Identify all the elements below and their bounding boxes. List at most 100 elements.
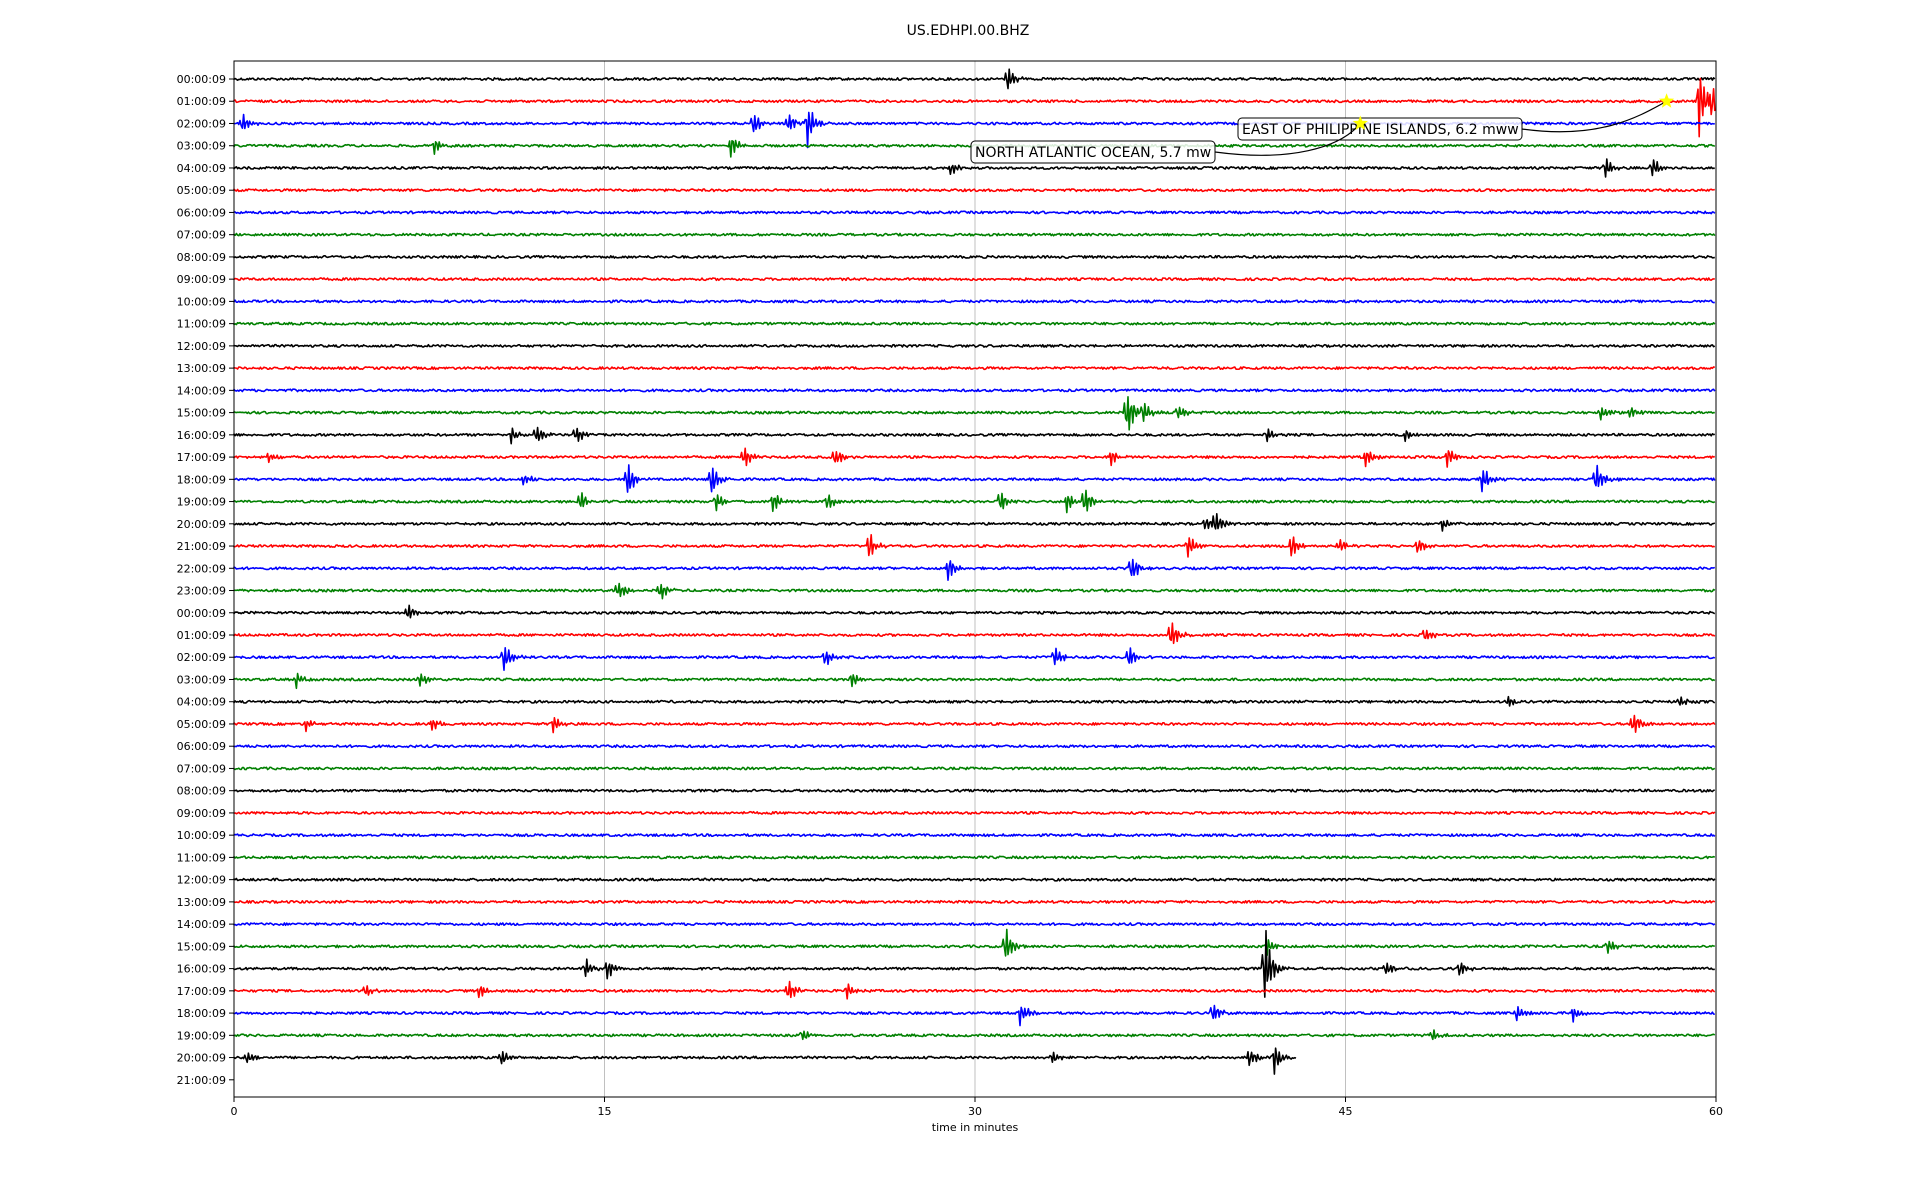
- annotation-text: EAST OF PHILIPPINE ISLANDS, 6.2 mww: [1242, 122, 1519, 138]
- row-time-label: 03:00:09: [177, 140, 226, 153]
- row-time-label: 08:00:09: [177, 251, 226, 264]
- trace-row-41: [233, 980, 1716, 1000]
- event-star-marker: [1659, 93, 1675, 108]
- annotation-connector: [1214, 123, 1361, 156]
- row-time-label: 10:00:09: [177, 829, 226, 842]
- row-time-label: 19:00:09: [177, 496, 226, 509]
- trace-row-28: [233, 695, 1716, 707]
- row-time-label: 08:00:09: [177, 785, 226, 798]
- trace-row-32: [233, 788, 1715, 793]
- event-annotation: NORTH ATLANTIC OCEAN, 5.7 mw: [970, 115, 1368, 164]
- trace-row-7: [233, 232, 1716, 237]
- x-tick-label: 30: [968, 1105, 982, 1118]
- row-time-label: 18:00:09: [177, 1007, 226, 1020]
- row-time-label: 19:00:09: [177, 1029, 226, 1042]
- row-time-label: 13:00:09: [177, 896, 226, 909]
- row-time-label: 11:00:09: [177, 851, 226, 864]
- trace-row-40: [233, 929, 1715, 998]
- x-tick-label: 0: [231, 1105, 238, 1118]
- row-time-label: 04:00:09: [177, 696, 226, 709]
- trace-row-39: [233, 928, 1715, 957]
- row-time-label: 06:00:09: [177, 206, 226, 219]
- trace-row-24: [233, 604, 1716, 619]
- row-time-label: 05:00:09: [177, 184, 226, 197]
- plot-frame: [233, 60, 1717, 1098]
- row-time-label: 01:00:09: [177, 629, 226, 642]
- annotations-layer: EAST OF PHILIPPINE ISLANDS, 6.2 mww NORTH…: [970, 93, 1675, 164]
- trace-row-9: [233, 277, 1715, 282]
- row-time-label: 01:00:09: [177, 95, 226, 108]
- row-time-label: 11:00:09: [177, 318, 226, 331]
- row-time-label: 02:00:09: [177, 651, 226, 664]
- event-star-marker: [1352, 115, 1368, 130]
- row-time-label: 04:00:09: [177, 162, 226, 175]
- row-time-label: 17:00:09: [177, 985, 226, 998]
- row-labels: 00:00:09 01:00:09 02:00:09 03:00:09 04:00:09…: [177, 73, 234, 1087]
- row-time-label: 12:00:09: [177, 340, 226, 353]
- row-time-label: 20:00:09: [177, 518, 226, 531]
- trace-row-12: [233, 343, 1716, 348]
- row-time-label: 16:00:09: [177, 963, 226, 976]
- row-time-label: 06:00:09: [177, 740, 226, 753]
- trace-row-14: [233, 388, 1716, 393]
- trace-row-22: [233, 558, 1716, 582]
- trace-row-13: [233, 366, 1716, 371]
- trace-row-44: [233, 1047, 1297, 1075]
- trace-row-33: [233, 810, 1716, 815]
- row-time-label: 03:00:09: [177, 673, 226, 686]
- trace-row-31: [233, 766, 1716, 771]
- row-time-label: 21:00:09: [177, 540, 226, 553]
- trace-row-30: [233, 744, 1716, 749]
- trace-row-37: [233, 899, 1716, 904]
- annotation-box: [970, 140, 1216, 164]
- trace-row-8: [233, 254, 1715, 259]
- trace-row-26: [233, 646, 1716, 672]
- row-time-label: 18:00:09: [177, 473, 226, 486]
- row-time-label: 07:00:09: [177, 229, 226, 242]
- row-time-label: 21:00:09: [177, 1074, 226, 1087]
- trace-row-4: [233, 158, 1715, 178]
- trace-row-16: [233, 426, 1716, 445]
- row-time-label: 02:00:09: [177, 117, 226, 130]
- annotation-box: [1237, 117, 1523, 141]
- trace-row-25: [233, 622, 1716, 645]
- row-time-label: 15:00:09: [177, 407, 226, 420]
- row-time-label: 12:00:09: [177, 874, 226, 887]
- trace-row-42: [233, 1004, 1715, 1027]
- row-time-label: 15:00:09: [177, 940, 226, 953]
- row-time-label: 00:00:09: [177, 607, 226, 620]
- trace-row-17: [233, 447, 1716, 468]
- row-time-label: 14:00:09: [177, 384, 226, 397]
- annotation-connector: [1521, 100, 1667, 133]
- row-time-label: 05:00:09: [177, 718, 226, 731]
- x-tick-label: 15: [598, 1105, 612, 1118]
- row-time-label: 13:00:09: [177, 362, 226, 375]
- row-time-label: 09:00:09: [177, 273, 226, 286]
- x-axis: 0 15 30 45 60: [231, 1097, 1723, 1118]
- row-time-label: 22:00:09: [177, 562, 226, 575]
- trace-row-15: [233, 396, 1715, 431]
- annotation-text: NORTH ATLANTIC OCEAN, 5.7 mw: [975, 145, 1211, 161]
- row-time-label: 16:00:09: [177, 429, 226, 442]
- row-time-label: 14:00:09: [177, 918, 226, 931]
- event-annotation: EAST OF PHILIPPINE ISLANDS, 6.2 mww: [1237, 93, 1675, 141]
- trace-row-43: [233, 1029, 1716, 1041]
- trace-row-34: [233, 833, 1716, 838]
- trace-row-10: [233, 299, 1715, 304]
- trace-row-1: [233, 77, 1716, 138]
- trace-row-18: [233, 464, 1716, 493]
- row-time-label: 00:00:09: [177, 73, 226, 86]
- row-time-label: 10:00:09: [177, 295, 226, 308]
- trace-row-19: [233, 489, 1716, 514]
- row-time-label: 09:00:09: [177, 807, 226, 820]
- trace-row-5: [233, 188, 1715, 193]
- x-tick-label: 60: [1709, 1105, 1723, 1118]
- x-tick-label: 45: [1339, 1105, 1353, 1118]
- row-time-label: 17:00:09: [177, 451, 226, 464]
- trace-row-35: [233, 855, 1716, 860]
- x-axis-label: time in minutes: [932, 1121, 1019, 1134]
- trace-row-38: [233, 922, 1716, 927]
- trace-row-23: [233, 582, 1716, 600]
- trace-row-11: [233, 321, 1716, 326]
